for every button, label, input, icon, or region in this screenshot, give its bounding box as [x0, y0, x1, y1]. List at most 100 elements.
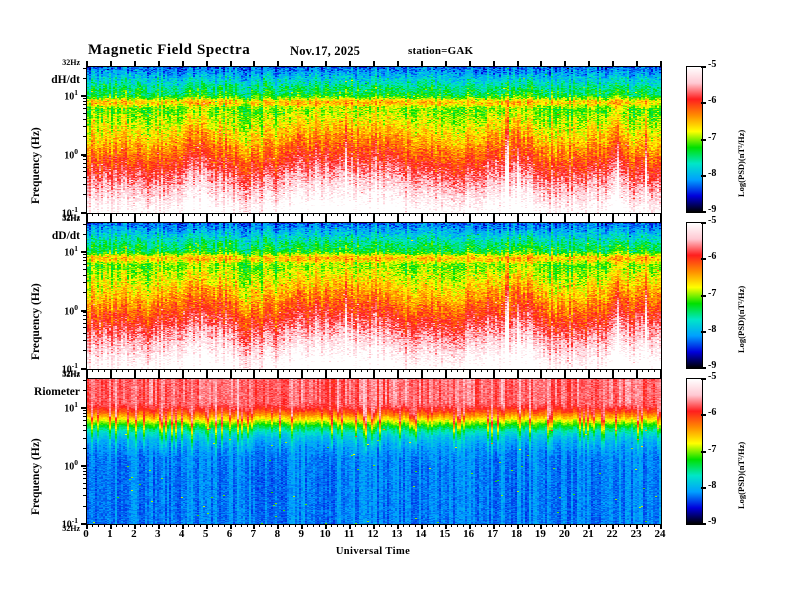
x-minor-tick — [241, 524, 242, 527]
x-tick-label: 10 — [319, 528, 331, 540]
x-minor-tick — [98, 369, 99, 372]
y-minor-tick — [83, 327, 87, 328]
x-minor-tick — [642, 524, 643, 527]
x-tick-label: 20 — [558, 528, 570, 540]
x-minor-tick — [397, 213, 398, 216]
x-tick-mark — [469, 373, 471, 378]
x-minor-tick — [337, 524, 338, 527]
x-minor-tick — [439, 524, 440, 527]
x-tick-mark — [445, 373, 447, 378]
y-minor-tick — [83, 282, 87, 283]
spectrogram-panel-dhdt[interactable] — [86, 66, 662, 214]
x-minor-tick — [170, 213, 171, 216]
x-minor-tick — [463, 369, 464, 372]
x-minor-tick — [576, 369, 577, 372]
x-tick-mark — [134, 217, 136, 222]
freq-bottom-label-riometer: 32Hz — [62, 524, 80, 533]
x-minor-tick — [265, 213, 266, 216]
x-minor-tick — [265, 524, 266, 527]
x-minor-tick — [558, 213, 559, 216]
y-minor-tick — [83, 156, 87, 157]
x-tick-mark — [540, 373, 542, 378]
x-minor-tick — [409, 213, 410, 216]
x-minor-tick — [361, 213, 362, 216]
y-tick-label: 10-1 — [61, 516, 78, 531]
spectrogram-panel-dddt[interactable] — [86, 222, 662, 370]
y-tick-label: 10-1 — [61, 205, 78, 220]
y-axis-title-riometer: Frequency (Hz) — [30, 438, 42, 515]
x-minor-tick — [534, 213, 535, 216]
spectrogram-image-dddt — [87, 223, 661, 369]
date-label: Nov.17, 2025 — [290, 44, 361, 58]
x-tick-label: 13 — [391, 528, 403, 540]
y-tick-mark — [81, 407, 87, 409]
x-minor-tick — [259, 213, 260, 216]
x-minor-tick — [439, 213, 440, 216]
y-minor-tick — [83, 108, 87, 109]
x-tick-mark — [158, 61, 160, 66]
x-tick-mark — [230, 217, 232, 222]
x-minor-tick — [624, 369, 625, 372]
colorbar-tick-mark — [701, 66, 706, 68]
x-minor-tick — [283, 369, 284, 372]
x-minor-tick — [594, 524, 595, 527]
x-minor-tick — [499, 369, 500, 372]
x-tick-mark — [660, 213, 662, 218]
x-minor-tick — [373, 524, 374, 527]
y-minor-tick — [83, 257, 87, 258]
y-tick-mark — [81, 310, 87, 312]
x-tick-mark — [540, 61, 542, 66]
x-minor-tick — [176, 369, 177, 372]
x-minor-tick — [648, 524, 649, 527]
x-tick-mark — [517, 373, 519, 378]
x-minor-tick — [499, 213, 500, 216]
x-minor-tick — [152, 524, 153, 527]
y-minor-tick — [83, 468, 87, 469]
x-minor-tick — [283, 213, 284, 216]
x-minor-tick — [301, 369, 302, 372]
colorbar-tick-label: -7 — [708, 443, 717, 455]
colorbar-tick-label: -8 — [708, 323, 717, 335]
x-minor-tick — [200, 213, 201, 216]
x-tick-mark — [588, 217, 590, 222]
y-minor-tick — [83, 159, 87, 160]
x-minor-tick — [152, 369, 153, 372]
x-minor-tick — [218, 213, 219, 216]
x-minor-tick — [325, 213, 326, 216]
x-minor-tick — [307, 524, 308, 527]
x-minor-tick — [409, 524, 410, 527]
y-axis-title-dddt: Frequency (Hz) — [30, 283, 42, 360]
x-tick-mark — [540, 217, 542, 222]
x-minor-tick — [391, 213, 392, 216]
y-minor-tick — [83, 101, 87, 102]
x-minor-tick — [540, 213, 541, 216]
x-minor-tick — [654, 369, 655, 372]
x-tick-label: 15 — [439, 528, 451, 540]
x-minor-tick — [230, 524, 231, 527]
x-minor-tick — [194, 369, 195, 372]
y-minor-tick — [83, 350, 87, 351]
colorbar-tick-mark — [701, 258, 706, 260]
x-minor-tick — [349, 524, 350, 527]
x-minor-tick — [409, 369, 410, 372]
x-minor-tick — [570, 213, 571, 216]
x-tick-mark — [134, 61, 136, 66]
x-tick-mark — [253, 61, 255, 66]
x-minor-tick — [427, 369, 428, 372]
x-tick-mark — [325, 61, 327, 66]
x-minor-tick — [206, 213, 207, 216]
y-minor-tick — [83, 420, 87, 421]
spectrogram-panel-riometer[interactable] — [86, 378, 662, 525]
x-minor-tick — [558, 369, 559, 372]
x-minor-tick — [325, 524, 326, 527]
x-minor-tick — [182, 213, 183, 216]
colorbar-title: Log(PSD)(nT²/Hz) — [736, 129, 746, 197]
x-minor-tick — [128, 369, 129, 372]
x-tick-label: 17 — [487, 528, 499, 540]
y-tick-label: 101 — [64, 400, 78, 415]
x-tick-mark — [612, 217, 614, 222]
x-minor-tick — [517, 369, 518, 372]
x-tick-mark — [445, 217, 447, 222]
x-minor-tick — [648, 213, 649, 216]
y-tick-mark — [81, 465, 87, 467]
